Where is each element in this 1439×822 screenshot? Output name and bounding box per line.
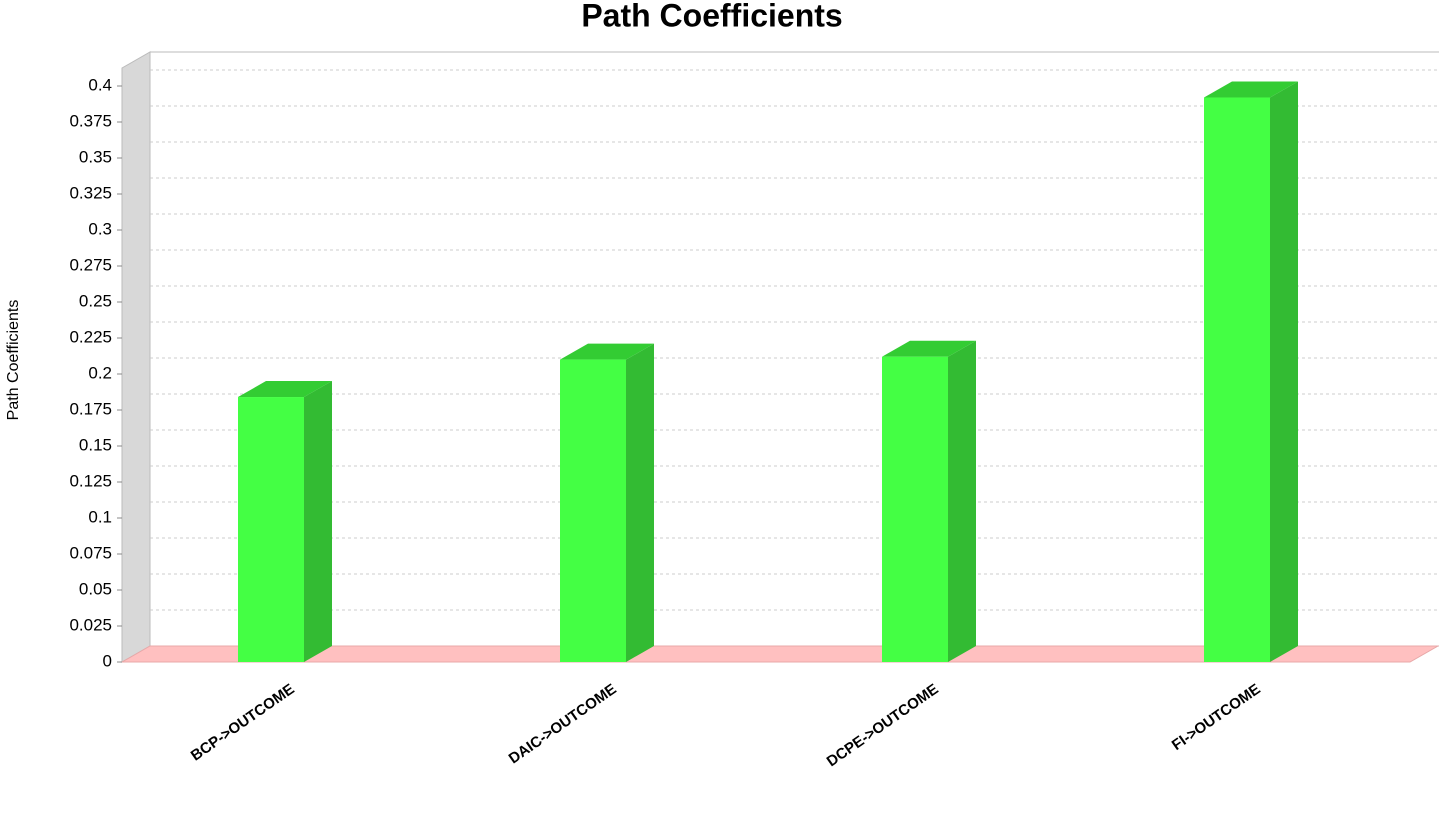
bar-top <box>560 343 654 360</box>
x-tick-label: DCPE->OUTCOME <box>824 681 942 771</box>
y-tick-label: 0.4 <box>88 75 112 94</box>
y-tick-label: 0.225 <box>69 327 112 346</box>
bar-side <box>948 340 976 662</box>
y-tick-label: 0.325 <box>69 183 112 202</box>
y-tick-label: 0.275 <box>69 255 112 274</box>
chart-title: Path Coefficients <box>581 0 842 33</box>
y-tick-label: 0.375 <box>69 111 112 130</box>
y-tick-label: 0.3 <box>88 219 112 238</box>
bar <box>882 356 948 662</box>
bar-top <box>1204 81 1298 98</box>
y-tick-label: 0.175 <box>69 399 112 418</box>
y-tick-label: 0.025 <box>69 615 112 634</box>
y-tick-label: 0.35 <box>79 147 112 166</box>
y-axis-label: Path Coefficients <box>5 300 22 421</box>
x-tick-label: FI->OUTCOME <box>1169 681 1264 754</box>
floor <box>120 645 1439 663</box>
x-tick-label: DAIC->OUTCOME <box>506 681 620 768</box>
y-tick-label: 0.075 <box>69 543 112 562</box>
y-tick-label: 0.2 <box>88 363 112 382</box>
y-tick-label: 0.125 <box>69 471 112 490</box>
bar <box>1204 97 1270 662</box>
side-wall <box>121 51 151 663</box>
bar <box>560 359 626 662</box>
bar <box>238 397 304 662</box>
bar-top <box>238 381 332 398</box>
y-tick-label: 0.1 <box>88 507 112 526</box>
y-tick-label: 0.15 <box>79 435 112 454</box>
bar-top <box>882 340 976 357</box>
y-tick-label: 0.25 <box>79 291 112 310</box>
bar-side <box>1270 81 1298 662</box>
y-tick-label: 0 <box>103 651 112 670</box>
bar-side <box>304 381 332 662</box>
x-tick-label: BCP->OUTCOME <box>188 681 298 765</box>
bar-side <box>626 343 654 662</box>
y-tick-label: 0.05 <box>79 579 112 598</box>
